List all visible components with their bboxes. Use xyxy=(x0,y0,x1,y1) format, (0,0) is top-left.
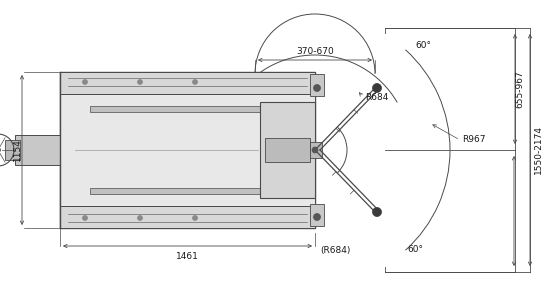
Bar xyxy=(60,72,315,228)
Text: 655-967: 655-967 xyxy=(516,70,524,108)
Circle shape xyxy=(193,216,198,220)
Bar xyxy=(310,204,324,226)
Text: 1154: 1154 xyxy=(13,138,21,161)
Text: 60°: 60° xyxy=(407,245,423,254)
Text: R967: R967 xyxy=(462,135,485,144)
Circle shape xyxy=(373,83,382,92)
Text: 1550-2174: 1550-2174 xyxy=(534,126,542,175)
Bar xyxy=(5,140,20,160)
Circle shape xyxy=(312,147,318,153)
Circle shape xyxy=(313,213,321,220)
Text: 1461: 1461 xyxy=(176,252,199,261)
Bar xyxy=(90,106,265,112)
Text: R684: R684 xyxy=(365,94,388,103)
Circle shape xyxy=(313,85,321,91)
Circle shape xyxy=(193,80,198,85)
Bar xyxy=(60,72,315,94)
Bar xyxy=(15,135,60,165)
Circle shape xyxy=(82,216,87,220)
Text: (R684): (R684) xyxy=(320,245,350,254)
Bar xyxy=(310,74,324,96)
Circle shape xyxy=(137,216,143,220)
Bar xyxy=(90,188,265,194)
Text: 60°: 60° xyxy=(415,42,431,51)
Bar xyxy=(310,142,322,158)
Bar xyxy=(60,94,315,206)
Circle shape xyxy=(373,208,382,216)
Bar xyxy=(60,206,315,228)
Circle shape xyxy=(137,80,143,85)
Text: 370-670: 370-670 xyxy=(296,47,334,56)
Bar xyxy=(265,138,310,162)
Bar xyxy=(260,102,315,198)
Circle shape xyxy=(82,80,87,85)
